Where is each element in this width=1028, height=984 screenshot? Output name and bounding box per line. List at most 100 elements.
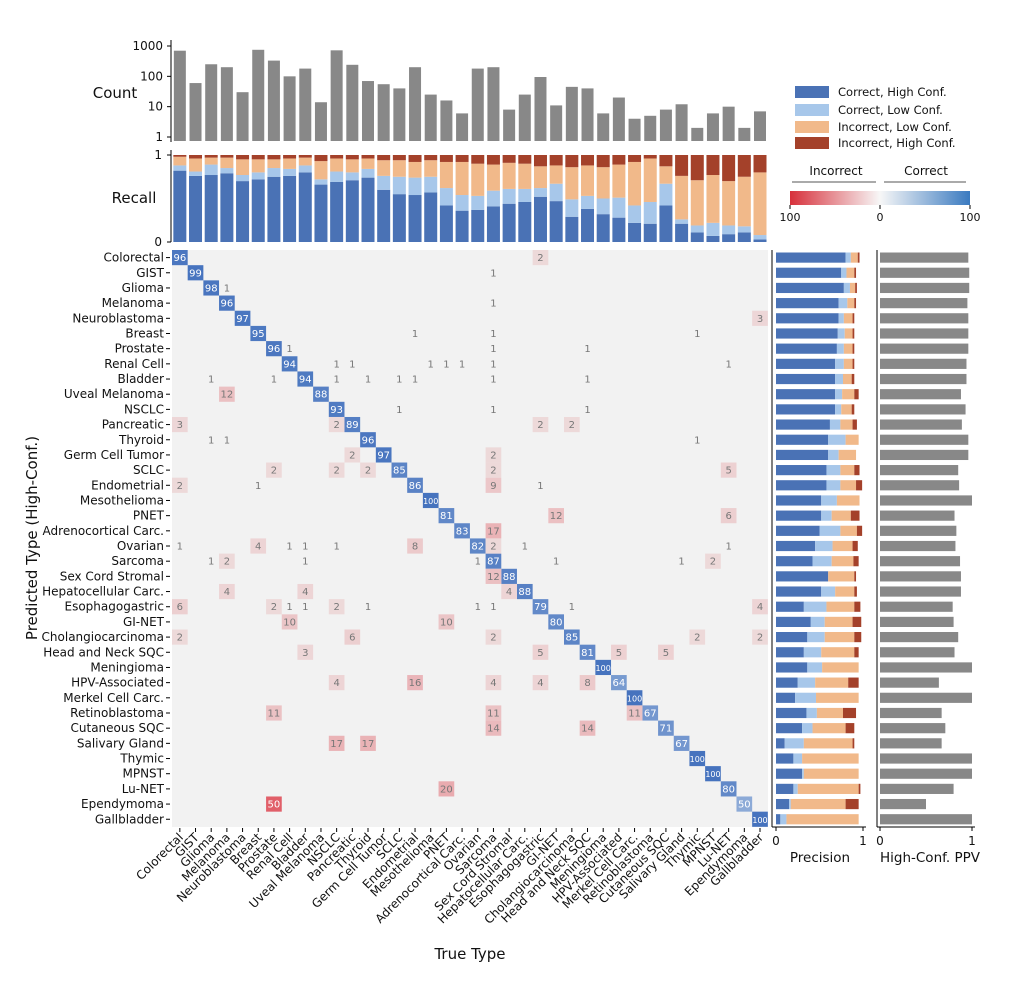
count-bar <box>644 115 657 141</box>
recall-bar-segment <box>659 166 673 184</box>
offdiag-value: 3 <box>177 420 183 431</box>
offdiag-value: 2 <box>365 466 371 477</box>
count-bar <box>267 60 280 142</box>
offdiag-value: 6 <box>349 633 355 644</box>
precision-bar-segment <box>802 723 813 734</box>
diagonal-cell <box>485 553 502 569</box>
recall-bar-segment <box>643 201 657 224</box>
legend-label-correct-low: Correct, Low Conf. <box>838 103 943 117</box>
recall-bar-segment <box>486 206 500 242</box>
recall-bar-segment <box>455 210 469 242</box>
diagonal-value: 87 <box>487 557 500 568</box>
precision-bar-segment <box>776 525 820 536</box>
count-bar <box>314 102 327 141</box>
precision-bar-segment <box>854 267 857 278</box>
recall-bar-segment <box>596 155 610 168</box>
offdiag-value: 11 <box>487 708 500 719</box>
recall-bar-segment <box>643 223 657 242</box>
diagonal-cell <box>438 508 455 524</box>
recall-bar-segment <box>518 201 532 242</box>
precision-bar-segment <box>848 677 859 688</box>
offdiag-value: 1 <box>396 405 402 416</box>
recall-bar-segment <box>424 192 438 242</box>
offdiag-value: 1 <box>224 283 230 294</box>
recall-bar-segment <box>251 179 265 242</box>
offdiag-value: 2 <box>569 420 575 431</box>
precision-bar-segment <box>810 616 825 627</box>
recall-bar-segment <box>737 226 751 233</box>
offdiag-value: 2 <box>271 602 277 613</box>
offdiag-value: 1 <box>569 602 575 613</box>
count-bar <box>409 67 422 141</box>
offdiag-value: 1 <box>349 359 355 370</box>
ppv-bar <box>880 328 969 339</box>
count-bar <box>565 86 578 141</box>
diagonal-cell <box>752 811 768 827</box>
diagonal-cell <box>501 568 517 584</box>
row-label: Cholangiocarcinoma <box>42 630 164 644</box>
offdiag-value: 2 <box>537 253 543 264</box>
diagonal-value: 99 <box>189 268 202 279</box>
recall-bar-segment <box>549 155 563 166</box>
recall-bar-segment <box>675 219 689 224</box>
count-bar <box>173 50 186 141</box>
precision-bar-segment <box>776 328 838 339</box>
precision-bar-segment <box>797 783 859 794</box>
precision-bar-segment <box>776 616 811 627</box>
precision-bar-segment <box>776 495 822 506</box>
recall-bar-segment <box>267 155 281 160</box>
diagonal-value: 82 <box>471 542 484 553</box>
diagonal-value: 88 <box>518 587 531 598</box>
ppv-bar <box>880 419 962 430</box>
recall-bar-segment <box>189 155 203 159</box>
recall-bar-segment <box>502 188 516 204</box>
offdiag-cell <box>438 614 455 630</box>
diagonal-value: 93 <box>330 405 343 416</box>
row-label: PNET <box>133 509 165 523</box>
precision-bar-segment <box>826 601 855 612</box>
recall-bar-segment <box>737 155 751 177</box>
offdiag-cell <box>172 599 188 615</box>
precision-bar-segment <box>854 465 860 476</box>
row-label: Sarcoma <box>111 554 164 568</box>
colorbar-tick-label-1: 0 <box>877 211 884 224</box>
offdiag-value: 4 <box>302 587 308 598</box>
recall-bar-segment <box>581 155 595 166</box>
recall-bar-segment <box>283 158 297 169</box>
offdiag-value: 5 <box>616 648 622 659</box>
recall-bar-segment <box>314 179 328 185</box>
recall-bar-segment <box>283 168 297 176</box>
count-bar <box>346 64 359 141</box>
ppv-bar <box>880 586 961 597</box>
precision-bar-segment <box>850 252 858 263</box>
count-bar <box>722 106 735 141</box>
precision-bar-segment <box>850 510 860 521</box>
offdiag-value: 1 <box>255 481 261 492</box>
row-label: GIST <box>136 266 164 280</box>
diagonal-value: 100 <box>690 755 705 764</box>
count-bar <box>612 97 625 141</box>
recall-bar-segment <box>392 176 406 195</box>
offdiag-cell <box>485 538 502 554</box>
recall-bar-segment <box>533 155 547 167</box>
recall-bar-segment <box>345 180 359 242</box>
count-bar <box>738 127 751 141</box>
offdiag-cell <box>172 416 188 433</box>
diagonal-cell <box>422 492 439 509</box>
offdiag-cell <box>219 583 235 600</box>
offdiag-cell <box>485 477 502 493</box>
precision-bar-segment <box>835 373 843 385</box>
recall-bar-segment <box>690 180 704 226</box>
count-bar <box>675 104 688 141</box>
recall-bar-segment <box>722 181 736 226</box>
offdiag-cell <box>752 629 768 645</box>
offdiag-cell <box>752 310 768 326</box>
ppv-bar <box>880 449 969 461</box>
precision-bar-segment <box>776 738 785 749</box>
offdiag-value: 2 <box>177 481 183 492</box>
offdiag-value: 1 <box>490 405 496 416</box>
precision-bar-segment <box>852 313 855 324</box>
diagonal-cell <box>360 432 376 448</box>
legend-label-correct-high: Correct, High Conf. <box>838 85 947 99</box>
ppv-bar <box>880 373 967 385</box>
